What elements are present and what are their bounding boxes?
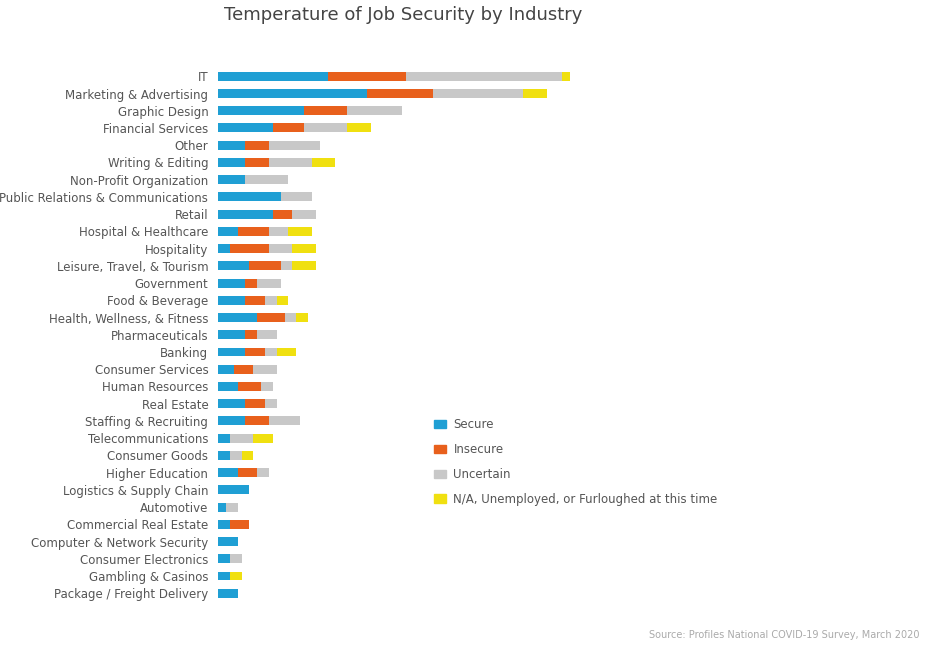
- Bar: [257, 330, 277, 339]
- Bar: [284, 313, 297, 322]
- Bar: [257, 468, 269, 477]
- Bar: [246, 330, 257, 339]
- Bar: [304, 124, 347, 133]
- Legend: Secure, Insecure, Uncertain, N/A, Unemployed, or Furloughed at this time: Secure, Insecure, Uncertain, N/A, Unempl…: [429, 413, 722, 510]
- Bar: [292, 210, 316, 218]
- Bar: [304, 106, 347, 115]
- Bar: [246, 140, 269, 150]
- Bar: [218, 140, 246, 150]
- Bar: [218, 520, 229, 529]
- Bar: [328, 72, 406, 81]
- Bar: [265, 399, 277, 408]
- Bar: [257, 313, 284, 322]
- Bar: [218, 296, 246, 305]
- Bar: [261, 382, 273, 391]
- Bar: [218, 348, 246, 356]
- Bar: [269, 244, 292, 253]
- Bar: [277, 348, 297, 356]
- Bar: [218, 72, 328, 81]
- Bar: [246, 296, 265, 305]
- Bar: [226, 502, 238, 512]
- Bar: [347, 106, 402, 115]
- Bar: [218, 279, 246, 287]
- Bar: [562, 72, 570, 81]
- Bar: [218, 589, 238, 598]
- Title: Temperature of Job Security by Industry: Temperature of Job Security by Industry: [224, 6, 582, 25]
- Bar: [433, 89, 523, 98]
- Bar: [218, 192, 281, 202]
- Bar: [312, 158, 336, 167]
- Bar: [218, 502, 226, 512]
- Text: Source: Profiles National COVID-19 Survey, March 2020: Source: Profiles National COVID-19 Surve…: [649, 630, 920, 640]
- Bar: [218, 106, 304, 115]
- Bar: [218, 417, 246, 425]
- Bar: [281, 192, 312, 202]
- Bar: [246, 279, 257, 287]
- Bar: [265, 296, 277, 305]
- Bar: [218, 227, 238, 236]
- Bar: [229, 571, 242, 580]
- Bar: [238, 468, 257, 477]
- Bar: [218, 158, 246, 167]
- Bar: [292, 261, 316, 270]
- Bar: [238, 382, 261, 391]
- Bar: [246, 417, 269, 425]
- Bar: [288, 227, 312, 236]
- Bar: [218, 571, 229, 580]
- Bar: [281, 261, 292, 270]
- Bar: [218, 537, 238, 546]
- Bar: [277, 296, 288, 305]
- Bar: [218, 176, 246, 184]
- Bar: [297, 313, 308, 322]
- Bar: [229, 520, 249, 529]
- Bar: [257, 279, 281, 287]
- Bar: [218, 313, 257, 322]
- Bar: [229, 451, 242, 460]
- Bar: [218, 330, 246, 339]
- Bar: [218, 261, 249, 270]
- Bar: [229, 434, 253, 443]
- Bar: [242, 451, 253, 460]
- Bar: [218, 365, 234, 374]
- Bar: [523, 89, 547, 98]
- Bar: [269, 227, 288, 236]
- Bar: [347, 124, 371, 133]
- Bar: [229, 554, 242, 564]
- Bar: [246, 399, 265, 408]
- Bar: [218, 124, 273, 133]
- Bar: [246, 158, 269, 167]
- Bar: [269, 417, 301, 425]
- Bar: [367, 89, 433, 98]
- Bar: [218, 554, 229, 564]
- Bar: [218, 244, 229, 253]
- Bar: [218, 210, 273, 218]
- Bar: [253, 365, 277, 374]
- Bar: [229, 244, 269, 253]
- Bar: [253, 434, 273, 443]
- Bar: [218, 468, 238, 477]
- Bar: [218, 382, 238, 391]
- Bar: [218, 89, 367, 98]
- Bar: [406, 72, 562, 81]
- Bar: [218, 434, 229, 443]
- Bar: [218, 486, 249, 494]
- Bar: [246, 348, 265, 356]
- Bar: [292, 244, 316, 253]
- Bar: [273, 124, 304, 133]
- Bar: [238, 227, 269, 236]
- Bar: [249, 261, 281, 270]
- Bar: [246, 176, 288, 184]
- Bar: [218, 451, 229, 460]
- Bar: [265, 348, 277, 356]
- Bar: [269, 140, 319, 150]
- Bar: [269, 158, 312, 167]
- Bar: [218, 399, 246, 408]
- Bar: [273, 210, 292, 218]
- Bar: [234, 365, 253, 374]
